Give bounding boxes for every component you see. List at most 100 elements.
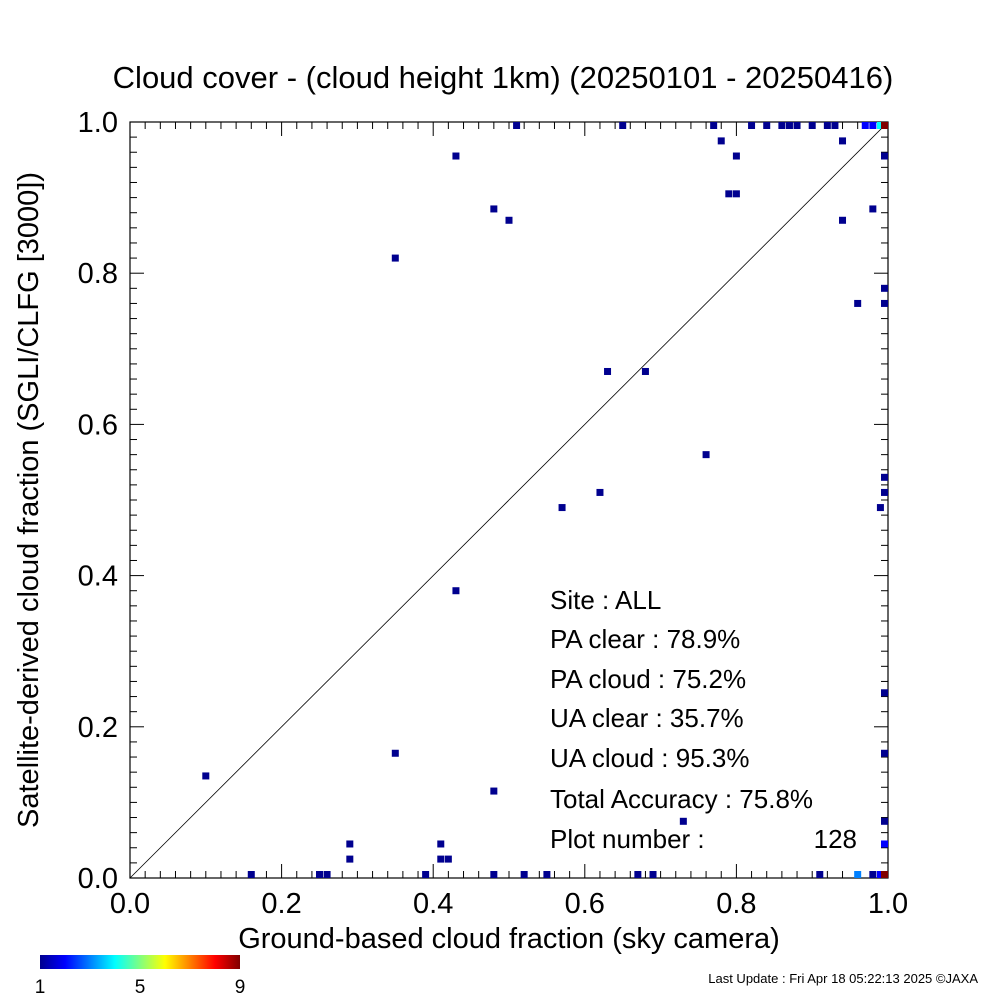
data-point: [861, 122, 869, 129]
stat-pa-clear: PA clear : 78.9%: [550, 624, 740, 654]
data-point: [452, 152, 460, 160]
data-point: [513, 122, 521, 129]
data-point: [763, 122, 771, 129]
data-point: [748, 122, 756, 129]
last-update-text: Last Update : Fri Apr 18 05:22:13 2025 ©…: [708, 971, 978, 986]
data-point: [785, 122, 793, 129]
stat-ua-clear: UA clear : 35.7%: [550, 703, 744, 733]
x-axis-label: Ground-based cloud fraction (sky camera): [238, 923, 780, 955]
y-tick-label: 0.8: [78, 258, 118, 290]
stat-ua-cloud: UA cloud : 95.3%: [550, 743, 749, 773]
stat-plot-number-label: Plot number :: [550, 824, 705, 854]
y-tick-label: 0.2: [78, 712, 118, 744]
data-point: [839, 216, 847, 224]
data-point: [596, 488, 604, 496]
data-point: [558, 504, 566, 512]
data-point: [422, 871, 430, 878]
data-point: [202, 772, 210, 780]
y-tick-labels: 0.0 0.2 0.4 0.6 0.8 1.0: [78, 107, 118, 895]
data-point: [881, 749, 888, 757]
stat-total-accuracy: Total Accuracy : 75.8%: [550, 784, 813, 814]
data-point: [346, 855, 354, 863]
colorbar-min-label: 1: [35, 977, 46, 998]
data-point: [881, 299, 888, 307]
data-point: [490, 205, 498, 213]
data-point: [346, 840, 354, 848]
data-point: [717, 137, 725, 145]
x-tick-label: 0.6: [565, 888, 605, 920]
data-point: [881, 840, 888, 848]
data-point: [881, 122, 888, 129]
y-tick-label: 0.4: [78, 561, 118, 593]
data-point: [452, 587, 460, 595]
y-tick-label: 0.0: [78, 863, 118, 895]
one-to-one-line: [129, 121, 889, 879]
data-point: [323, 871, 331, 878]
x-tick-label: 0.0: [110, 888, 150, 920]
data-point: [316, 871, 323, 878]
data-point: [839, 137, 847, 145]
data-point: [869, 122, 877, 129]
chart-title: Cloud cover - (cloud height 1km) (202501…: [113, 60, 894, 95]
data-point: [869, 205, 877, 213]
data-point: [444, 855, 452, 863]
data-point: [520, 871, 528, 878]
y-tick-marks: [130, 121, 888, 879]
data-point: [808, 122, 816, 129]
data-point: [876, 871, 884, 878]
data-point: [649, 871, 657, 878]
data-point: [881, 871, 888, 878]
data-point: [505, 216, 513, 224]
data-point: [710, 122, 718, 129]
data-point: [876, 504, 884, 512]
data-point: [881, 689, 888, 697]
stat-plot-number-value: 128: [814, 824, 857, 854]
data-point: [876, 122, 884, 129]
x-tick-labels: 0.0 0.2 0.4 0.6 0.8 1.0: [110, 888, 908, 920]
data-point: [391, 749, 399, 757]
y-tick-label: 1.0: [78, 107, 118, 139]
data-point: [391, 254, 399, 262]
data-point: [732, 190, 740, 198]
data-point: [490, 787, 498, 795]
x-tick-label: 0.4: [413, 888, 453, 920]
data-point: [679, 817, 687, 825]
data-point: [437, 855, 445, 863]
data-point: [831, 122, 839, 129]
data-point: [490, 871, 498, 878]
x-tick-label: 0.8: [716, 888, 756, 920]
x-tick-label: 1.0: [868, 888, 908, 920]
y-axis-label: Satellite-derived cloud fraction (SGLI/C…: [13, 172, 45, 828]
stat-pa-cloud: PA cloud : 75.2%: [550, 664, 746, 694]
data-point: [881, 488, 888, 496]
data-point: [604, 367, 612, 375]
stat-site: Site : ALL: [550, 585, 661, 615]
data-point: [619, 122, 627, 129]
data-point: [778, 122, 786, 129]
data-point: [725, 190, 733, 198]
data-point: [869, 871, 877, 878]
data-point: [437, 840, 445, 848]
data-point: [854, 299, 862, 307]
plot-area: [129, 121, 889, 879]
x-tick-label: 0.2: [261, 888, 301, 920]
data-point: [881, 473, 888, 481]
colorbar-max-label: 9: [235, 977, 246, 998]
colorbar-gradient: [40, 955, 240, 969]
data-point: [881, 817, 888, 825]
data-point: [543, 871, 551, 878]
data-point: [634, 871, 642, 878]
data-point: [702, 451, 710, 459]
y-tick-label: 0.6: [78, 409, 118, 441]
scatter-points: [202, 122, 888, 878]
colorbar-mid-label: 5: [135, 977, 146, 998]
data-point: [641, 367, 649, 375]
data-point: [816, 871, 824, 878]
data-point: [823, 122, 831, 129]
x-tick-marks: [129, 122, 889, 878]
colorbar: 1 5 9: [35, 955, 246, 998]
data-point: [732, 152, 740, 160]
data-point: [793, 122, 801, 129]
data-point: [881, 284, 888, 292]
